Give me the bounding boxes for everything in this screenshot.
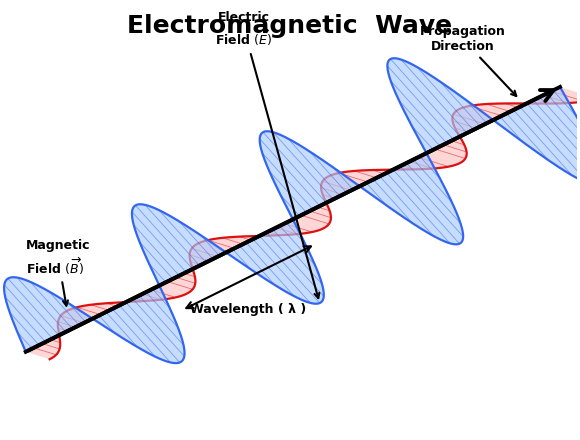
Polygon shape: [459, 87, 580, 120]
Text: Wavelength ( λ ): Wavelength ( λ ): [190, 303, 307, 316]
Polygon shape: [26, 311, 93, 359]
Polygon shape: [198, 219, 323, 253]
Polygon shape: [427, 109, 494, 163]
Polygon shape: [132, 204, 227, 286]
Polygon shape: [293, 176, 360, 228]
Polygon shape: [260, 131, 361, 219]
Polygon shape: [4, 277, 93, 352]
Polygon shape: [160, 243, 226, 294]
Polygon shape: [93, 285, 184, 363]
Text: Electromagnetic  Wave: Electromagnetic Wave: [128, 15, 452, 38]
Polygon shape: [329, 153, 460, 186]
Text: Electric
Field $(\overrightarrow{E})$: Electric Field $(\overrightarrow{E})$: [215, 11, 320, 298]
Text: Propagation
Direction: Propagation Direction: [419, 25, 516, 96]
Polygon shape: [67, 286, 186, 319]
Polygon shape: [494, 87, 580, 185]
Polygon shape: [360, 151, 463, 244]
Polygon shape: [226, 218, 324, 304]
Polygon shape: [387, 58, 495, 153]
Text: Magnetic
Field $(\overrightarrow{B})$: Magnetic Field $(\overrightarrow{B})$: [26, 239, 90, 306]
